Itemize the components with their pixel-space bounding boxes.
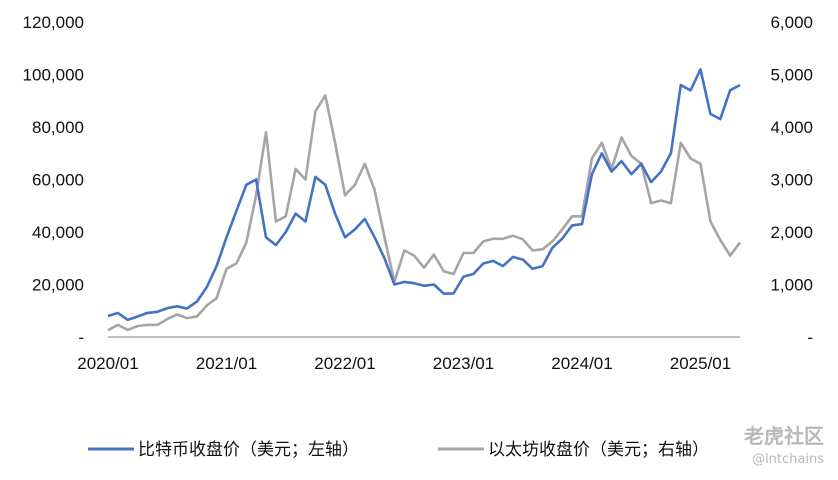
left-y-tick-label: - (78, 328, 84, 347)
x-tick-label: 2022/01 (314, 354, 375, 373)
x-tick-label: 2023/01 (433, 354, 494, 373)
x-tick-label: 2025/01 (670, 354, 731, 373)
left-y-tick-labels: - 20,000 40,000 60,000 80,000 100,000 120,000 (23, 13, 84, 347)
watermark-handle: @lntchains (752, 452, 824, 467)
legend: 比特币收盘价（美元；左轴） 以太坊收盘价（美元；右轴） (88, 440, 709, 460)
right-y-tick-label: 1,000 (770, 276, 813, 295)
left-y-tick-label: 120,000 (23, 13, 84, 32)
x-tick-label: 2020/01 (77, 354, 138, 373)
right-y-tick-labels: - 1,000 2,000 3,000 4,000 5,000 6,000 (770, 13, 813, 347)
left-y-tick-label: 40,000 (32, 223, 84, 242)
right-y-tick-label: 5,000 (770, 66, 813, 85)
series-layer (107, 68, 742, 332)
x-tick-label: 2024/01 (551, 354, 612, 373)
legend-label-ethereum: 以太坊收盘价（美元；右轴） (488, 440, 709, 460)
left-y-tick-label: 20,000 (32, 276, 84, 295)
left-y-tick-label: 100,000 (23, 66, 84, 85)
right-y-tick-label: 6,000 (770, 13, 813, 32)
legend-label-bitcoin: 比特币收盘价（美元；左轴） (138, 440, 359, 460)
right-y-tick-label: 3,000 (770, 171, 813, 190)
left-y-tick-label: 80,000 (32, 118, 84, 137)
watermark-title: 老虎社区 (744, 424, 824, 448)
x-tick-label: 2021/01 (196, 354, 257, 373)
right-y-tick-label: 2,000 (770, 223, 813, 242)
bitcoin-price-line (107, 68, 741, 322)
x-tick-labels: 2020/01 2021/01 2022/01 2023/01 2024/01 2025/… (77, 354, 731, 373)
left-y-tick-label: 60,000 (32, 171, 84, 190)
ethereum-price-line (107, 94, 742, 332)
right-y-tick-label: 4,000 (770, 118, 813, 137)
right-y-tick-label: - (807, 328, 813, 347)
